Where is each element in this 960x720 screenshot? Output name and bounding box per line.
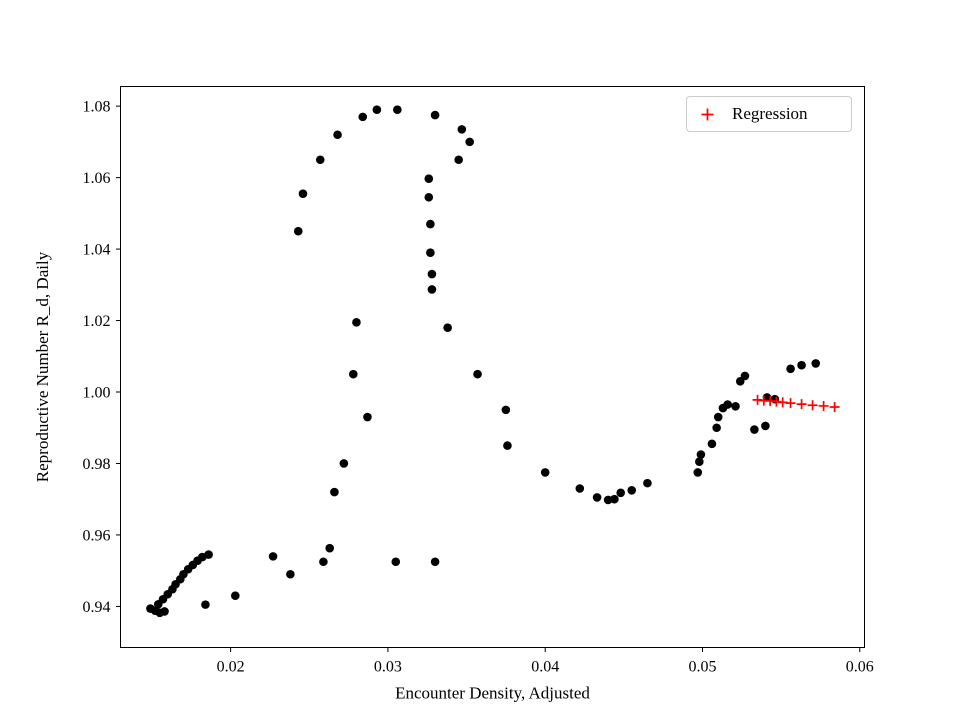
regression-point: [807, 400, 818, 411]
data-point: [811, 359, 821, 368]
data-point: [339, 459, 349, 468]
data-point: [707, 439, 717, 449]
data-point: [643, 478, 652, 488]
data-point: [610, 494, 619, 504]
data-point: [761, 421, 770, 431]
y-tick-label: 1.02: [83, 313, 111, 330]
data-point: [750, 425, 759, 434]
y-axis-label: Reproductive Number R_d, Daily: [33, 251, 52, 482]
data-point: [427, 269, 437, 279]
data-point: [740, 371, 750, 381]
regression-plus-icon: [701, 108, 714, 120]
y-tick-label: 1.06: [83, 170, 111, 187]
data-point: [786, 364, 795, 374]
data-point: [457, 125, 467, 134]
legend: Regression: [686, 96, 852, 132]
data-point: [391, 557, 401, 567]
y-tick-label: 1.00: [83, 385, 111, 402]
data-point: [713, 412, 723, 422]
data-point: [723, 400, 732, 409]
regression-plus-glyph: [701, 108, 714, 120]
data-point: [426, 248, 435, 257]
data-point: [426, 219, 435, 229]
data-point: [712, 423, 721, 433]
data-point: [231, 591, 240, 600]
x-tick-label: 0.03: [374, 659, 402, 676]
x-tick-label: 0.02: [217, 659, 245, 676]
data-point: [430, 557, 440, 567]
data-point: [503, 441, 512, 450]
data-point: [325, 543, 335, 553]
data-point: [201, 600, 210, 609]
data-point: [268, 552, 278, 561]
x-axis-label: Encounter Density, Adjusted: [395, 684, 590, 703]
data-point: [603, 495, 613, 505]
data-point: [627, 485, 637, 495]
data-point: [762, 393, 772, 402]
y-tick-label: 0.96: [83, 527, 111, 544]
data-point: [160, 607, 169, 616]
data-point: [695, 457, 704, 466]
data-point: [501, 405, 511, 415]
data-point: [696, 450, 706, 459]
x-tick-label: 0.06: [846, 659, 874, 676]
data-point: [424, 192, 434, 202]
data-point: [443, 323, 452, 332]
data-point: [358, 112, 368, 122]
data-point: [298, 189, 308, 198]
data-point: [540, 468, 550, 477]
data-point: [363, 412, 372, 422]
data-point: [293, 226, 303, 236]
data-point: [393, 105, 402, 115]
data-point: [454, 155, 463, 165]
y-tick-label: 1.04: [83, 242, 111, 259]
regression-point: [785, 398, 796, 409]
data-point: [348, 369, 358, 379]
data-point: [575, 484, 585, 493]
data-point: [319, 557, 328, 567]
data-point: [465, 137, 474, 147]
data-point: [352, 318, 361, 327]
data-point: [372, 105, 382, 115]
x-tick-label: 0.04: [531, 659, 559, 676]
data-point: [731, 402, 740, 411]
data-point: [592, 493, 602, 502]
data-point: [424, 174, 434, 183]
data-point: [330, 487, 339, 497]
data-point: [333, 130, 342, 140]
axes-spines: [120, 86, 865, 648]
data-point: [427, 285, 437, 294]
legend-label: Regression: [732, 104, 808, 123]
data-point: [797, 360, 806, 370]
regression-point: [796, 399, 807, 410]
data-point: [693, 468, 703, 477]
data-point: [473, 369, 482, 379]
regression-point: [818, 400, 829, 411]
x-tick-label: 0.05: [688, 659, 716, 676]
regression-point: [829, 402, 840, 413]
data-point: [616, 488, 625, 498]
data-point: [315, 155, 325, 165]
data-point: [286, 569, 295, 579]
data-point: [204, 550, 213, 559]
y-tick-label: 0.98: [83, 456, 111, 473]
data-point: [430, 110, 440, 120]
y-tick-label: 0.94: [83, 599, 111, 616]
y-tick-label: 1.08: [83, 99, 111, 116]
